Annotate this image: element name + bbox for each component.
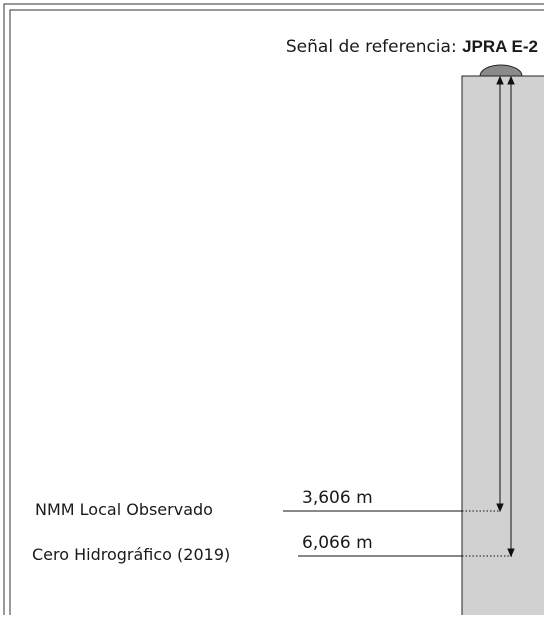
inner-frame — [9, 9, 544, 619]
title-code: JPRA E-2 — [462, 37, 538, 56]
level-value: 3,606 m — [302, 488, 373, 508]
arrows — [496, 75, 515, 558]
level-value: 6,066 m — [302, 533, 373, 553]
outer-frame — [3, 3, 544, 619]
benchmark-cap — [479, 64, 523, 77]
pillar — [461, 75, 544, 619]
level-label: Cero Hidrográfico (2019) — [32, 545, 230, 564]
title: Señal de referencia: JPRA E-2 — [286, 37, 538, 57]
level-label: NMM Local Observado — [35, 500, 213, 519]
arrow-heads — [496, 75, 504, 513]
arrow-heads — [507, 75, 515, 558]
title-prefix: Señal de referencia: — [286, 37, 457, 57]
